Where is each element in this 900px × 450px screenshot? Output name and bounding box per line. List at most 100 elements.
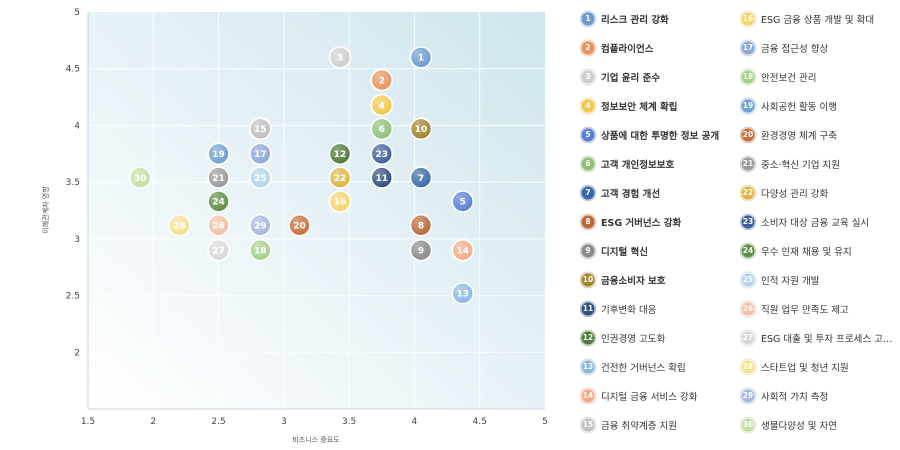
data-point-shine: [208, 214, 230, 236]
data-point: 9: [409, 238, 433, 262]
legend-label: 중소·혁신 기업 지원: [761, 159, 840, 171]
data-point-label: 19: [212, 150, 225, 160]
y-tick-label: 3: [74, 235, 80, 245]
legend-marker: 10: [580, 271, 596, 288]
data-point: 29: [249, 213, 272, 237]
data-point: 4: [370, 93, 394, 117]
data-point-shine: [452, 239, 474, 261]
legend-label: 다양성 관리 강화: [761, 188, 829, 200]
data-point-shine: [329, 46, 351, 68]
data-point: 8: [409, 213, 433, 237]
y-tick-label: 5: [74, 8, 80, 18]
scatter-chart: 1.5 2 2.5 3 3.5 4 4.5 522.533.544.55 1234567891…: [41, 8, 548, 444]
legend-marker: 9: [580, 242, 596, 259]
legend-label: ESG 대출 및 투자 프로세스 고도화: [761, 333, 900, 345]
data-point-label: 3: [337, 54, 343, 64]
legend-label: 고객 경험 개선: [601, 188, 661, 200]
data-point-label: 14: [456, 247, 469, 257]
data-point-label: 26: [212, 222, 225, 232]
legend-label: 기후변화 대응: [601, 304, 657, 316]
data-point-shine: [249, 239, 271, 261]
x-tick-label: 4: [412, 417, 418, 427]
data-point-shine: [208, 239, 230, 261]
data-point-label: 24: [212, 198, 225, 208]
data-point: 21: [207, 166, 230, 189]
legend-label: ESG 금융 상품 개발 및 확대: [761, 14, 875, 26]
x-tick-label: 5: [542, 417, 548, 427]
data-point-shine: [452, 282, 474, 304]
x-tick-label: 4.5: [473, 417, 487, 427]
legend-item: 1 리스크 관리 강화: [580, 4, 740, 33]
data-point-label: 29: [254, 222, 267, 232]
data-point: 10: [409, 117, 433, 141]
data-point: 16: [328, 190, 352, 213]
legend-item: 11 기후변화 대응: [580, 294, 740, 323]
data-point-label: 1: [418, 54, 424, 64]
data-point-label: 16: [334, 198, 347, 208]
legend-label: 리스크 관리 강화: [601, 14, 669, 26]
legend-marker: 22: [740, 184, 756, 201]
legend-label: 스타트업 및 청년 지원: [761, 362, 849, 374]
legend-marker: 4: [580, 97, 596, 114]
legend-marker: 26: [740, 300, 756, 317]
data-point: 6: [370, 117, 394, 141]
legend-label: 생물다양성 및 자연: [761, 420, 837, 432]
legend-item: 2 컴플라이언스: [580, 33, 740, 62]
data-point: 12: [328, 142, 352, 166]
legend-item: 14 디지털 금융 서비스 강화: [580, 381, 740, 410]
data-point: 27: [207, 238, 230, 262]
data-point-label: 18: [254, 247, 267, 257]
legend-marker: 5: [580, 126, 596, 143]
data-point: 11: [370, 166, 394, 189]
data-point: 30: [128, 166, 152, 189]
data-point-shine: [371, 94, 393, 116]
data-point-label: 13: [456, 290, 469, 300]
x-tick-label: 2: [150, 417, 156, 427]
legend-label: 금융소비자 보호: [601, 275, 666, 287]
legend-marker: 7: [580, 184, 596, 201]
data-point-label: 25: [254, 174, 267, 184]
data-point-shine: [410, 167, 432, 189]
legend-label: 상품에 대한 투명한 정보 공개: [601, 130, 720, 142]
y-tick-label: 2: [74, 348, 80, 358]
x-tick-label: 2.5: [211, 417, 225, 427]
legend-marker: 2: [580, 39, 596, 56]
data-point: 18: [249, 238, 272, 262]
legend-label: 디지털 금융 서비스 강화: [601, 391, 698, 403]
x-tick-label: 3: [281, 417, 287, 427]
legend-item: 21 중소·혁신 기업 지원: [740, 149, 900, 178]
legend-label: 환경경영 체계 구축: [761, 130, 837, 142]
data-point-label: 21: [212, 174, 225, 184]
y-tick-label: 4.5: [66, 65, 80, 75]
data-point: 28: [168, 213, 191, 237]
legend-label: 안전보건 관리: [761, 72, 817, 84]
x-axis-label: 비즈니스 중요도: [292, 435, 340, 444]
data-point: 1: [409, 46, 433, 69]
legend-item: 19 사회공헌 활동 이행: [740, 91, 900, 120]
data-point-label: 6: [379, 125, 385, 135]
data-point-label: 10: [415, 125, 428, 135]
data-point-shine: [168, 214, 190, 236]
legend-item: 22 다양성 관리 강화: [740, 178, 900, 207]
legend-item: 24 우수 인재 채용 및 유지: [740, 236, 900, 265]
legend-label: 우수 인재 채용 및 유지: [761, 246, 852, 258]
data-point-shine: [249, 143, 271, 165]
legend-label: 사회적 가치 측정: [761, 391, 829, 403]
legend-marker: 27: [740, 329, 756, 346]
legend-item: 9 디지털 혁신: [580, 236, 740, 265]
data-point-shine: [329, 167, 351, 189]
legend-item: 16 ESG 금융 상품 개발 및 확대: [740, 4, 900, 33]
legend-label: 인적 자원 개발: [761, 275, 820, 287]
legend-marker: 15: [580, 416, 596, 433]
legend-marker: 19: [740, 97, 756, 114]
data-point-shine: [329, 143, 351, 165]
legend-label: ESG 거버넌스 강화: [601, 217, 682, 229]
legend-item: 10 금융소비자 보호: [580, 265, 740, 294]
axes: 1.5 2 2.5 3 3.5 4 4.5 5 2 2.5 3 3.5 4 4.5 5: [66, 8, 548, 427]
data-point-shine: [129, 167, 151, 189]
legend-marker: 3: [580, 68, 596, 85]
data-point-shine: [410, 46, 432, 68]
data-point-shine: [410, 239, 432, 261]
grid: [88, 12, 545, 409]
